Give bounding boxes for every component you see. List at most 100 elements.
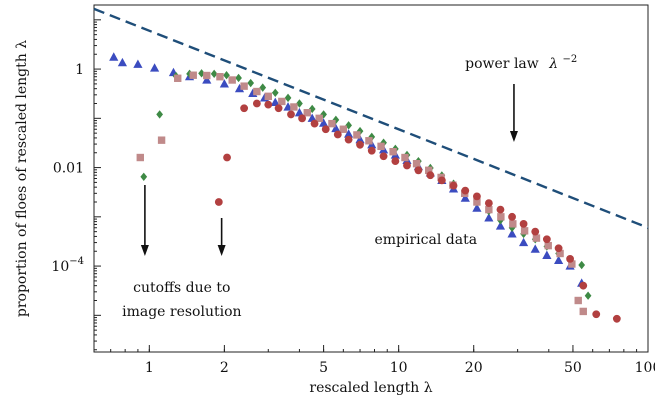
data-point-square bbox=[339, 125, 348, 133]
data-point-triangle bbox=[472, 203, 482, 212]
data-point-diamond bbox=[320, 110, 327, 119]
data-point-diamond bbox=[345, 121, 352, 130]
data-point-triangle bbox=[294, 107, 305, 117]
data-point-circle bbox=[612, 314, 621, 323]
data-point-circle bbox=[542, 235, 551, 244]
data-point-square bbox=[240, 82, 248, 90]
data-point-square bbox=[228, 76, 236, 84]
data-point-circle bbox=[367, 146, 376, 155]
x-tick-label: 5 bbox=[319, 360, 328, 376]
data-point-circle bbox=[484, 199, 493, 207]
data-point-triangle bbox=[344, 129, 354, 138]
data-point-square bbox=[509, 220, 517, 228]
data-point-square bbox=[556, 249, 564, 258]
data-point-circle bbox=[554, 244, 563, 253]
data-point-circle bbox=[461, 186, 470, 195]
data-point-square bbox=[412, 159, 421, 168]
data-point-triangle bbox=[234, 83, 245, 93]
data-point-diamond bbox=[156, 110, 163, 119]
data-point-circle bbox=[508, 212, 516, 221]
data-point-circle bbox=[379, 152, 388, 161]
data-point-triangle bbox=[109, 52, 119, 61]
data-point-square bbox=[485, 205, 493, 214]
data-point-triangle bbox=[331, 123, 341, 133]
data-point-diamond bbox=[259, 83, 267, 92]
arrow-head bbox=[217, 245, 226, 256]
data-point-triangle bbox=[484, 213, 494, 222]
data-point-square bbox=[401, 153, 409, 162]
power-law-exponent: −2 bbox=[563, 54, 578, 65]
data-point-square bbox=[497, 213, 505, 221]
data-point-square bbox=[377, 142, 385, 151]
empirical-data-label: empirical data bbox=[374, 232, 477, 248]
data-point-square bbox=[574, 296, 582, 305]
data-point-square bbox=[136, 153, 144, 162]
y-axis-ticks: 1 0.01 10−4 bbox=[51, 4, 101, 351]
data-point-diamond bbox=[308, 104, 316, 114]
data-point-diamond bbox=[235, 73, 242, 83]
data-point-square bbox=[303, 109, 311, 117]
data-point-square bbox=[189, 71, 197, 79]
data-point-circle bbox=[264, 100, 273, 109]
data-point-circle bbox=[496, 205, 505, 214]
x-axis-label: rescaled length λ bbox=[309, 380, 432, 396]
data-point-circle bbox=[531, 227, 540, 236]
data-point-triangle bbox=[117, 57, 128, 67]
data-point-square bbox=[174, 74, 182, 82]
data-point-square bbox=[473, 198, 481, 206]
data-point-triangle bbox=[542, 250, 552, 259]
data-point-circle bbox=[321, 125, 330, 134]
data-point-square bbox=[253, 87, 261, 96]
cutoffs-label-line1: cutoffs due to bbox=[133, 280, 230, 296]
data-point-circle bbox=[344, 135, 353, 144]
data-point-square bbox=[353, 131, 361, 139]
data-point-square bbox=[328, 119, 336, 128]
data-point-triangle bbox=[355, 134, 365, 144]
data-point-diamond bbox=[332, 115, 340, 125]
data-point-circle bbox=[287, 110, 295, 119]
data-point-circle bbox=[519, 219, 528, 228]
data-point-triangle bbox=[507, 229, 517, 238]
data-point-square bbox=[532, 234, 541, 242]
x-tick-label: 20 bbox=[465, 360, 483, 376]
data-point-square bbox=[264, 92, 272, 101]
data-point-square bbox=[315, 114, 323, 123]
data-point-circle bbox=[566, 254, 574, 263]
data-point-circle bbox=[214, 198, 223, 206]
data-point-circle bbox=[579, 281, 588, 290]
x-tick-label: 100 bbox=[635, 360, 655, 376]
data-point-diamond bbox=[271, 88, 279, 97]
data-point-triangle bbox=[219, 79, 229, 88]
data-point-square bbox=[278, 97, 286, 106]
data-point-square bbox=[425, 166, 433, 175]
data-point-diamond bbox=[247, 78, 255, 88]
power-law-label: power law λ −2 bbox=[465, 54, 577, 72]
y-tick-base: 10 bbox=[51, 259, 69, 275]
data-point-triangle bbox=[149, 63, 160, 72]
data-point-diamond bbox=[578, 260, 586, 270]
data-point-diamond bbox=[356, 126, 364, 136]
data-point-diamond bbox=[284, 93, 292, 103]
data-point-diamond bbox=[210, 69, 218, 79]
data-point-circle bbox=[414, 166, 423, 175]
data-point-square bbox=[203, 71, 211, 80]
data-point-square bbox=[579, 307, 587, 316]
data-point-diamond bbox=[584, 291, 592, 300]
arrow-head bbox=[140, 245, 149, 256]
annotation-arrows bbox=[140, 84, 518, 256]
data-point-diamond bbox=[140, 172, 148, 181]
data-point-circle bbox=[356, 140, 364, 149]
power-law-label-text: power law bbox=[465, 56, 539, 72]
y-tick-label: 1 bbox=[75, 62, 84, 78]
data-point-triangle bbox=[495, 221, 506, 230]
data-point-triangle bbox=[270, 97, 280, 107]
data-point-triangle bbox=[202, 75, 212, 84]
data-point-circle bbox=[333, 130, 342, 139]
x-tick-label: 1 bbox=[145, 360, 154, 376]
data-point-triangle bbox=[460, 193, 470, 202]
data-point-circle bbox=[592, 310, 601, 319]
data-point-square bbox=[520, 227, 529, 235]
data-point-square bbox=[290, 103, 298, 111]
